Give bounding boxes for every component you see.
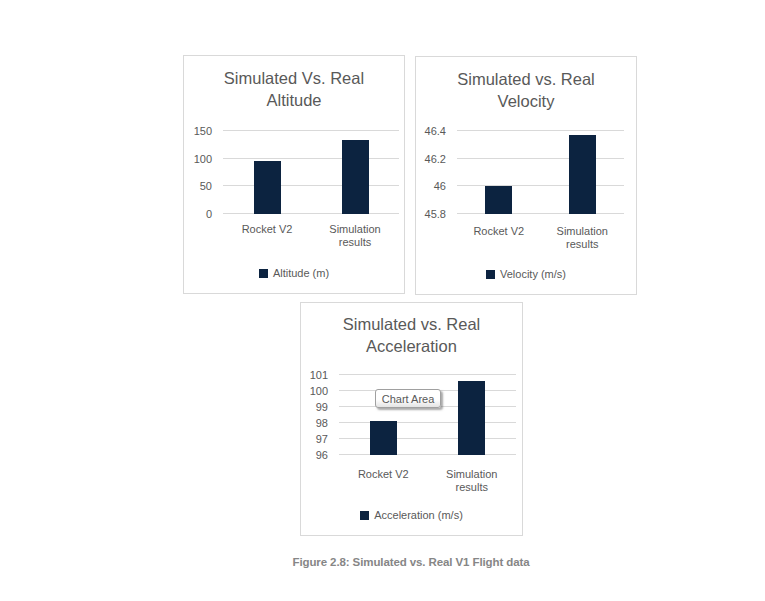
bar-rocket-v2[interactable] — [370, 421, 397, 455]
chart-legend: Altitude (m) — [184, 267, 404, 279]
chart-legend: Acceleration (m/s) — [301, 509, 522, 521]
y-axis-tick-label: 96 — [301, 449, 328, 461]
y-axis-tick-label: 50 — [184, 180, 212, 192]
y-axis-tick-label: 46 — [416, 180, 446, 192]
plot-area — [457, 131, 624, 214]
altitude-chart[interactable]: Simulated Vs. RealAltitude 0 50 100 150 Rocke… — [183, 55, 405, 294]
y-axis-tick-label: 46.4 — [416, 125, 446, 137]
gridline — [457, 213, 624, 214]
figure-caption: Figure 2.8: Simulated vs. Real V1 Flight… — [292, 556, 529, 568]
y-axis-tick-label: 0 — [184, 208, 212, 220]
x-axis-category-label: Rocket V2 — [347, 468, 419, 481]
gridline — [223, 158, 399, 159]
y-axis-tick-label: 99 — [301, 401, 328, 413]
bar-rocket-v2[interactable] — [254, 161, 281, 214]
chart-title: Simulated vs. RealAcceleration — [301, 313, 522, 357]
chart-legend: Velocity (m/s) — [416, 268, 636, 280]
gridline — [339, 422, 516, 423]
gridline — [223, 185, 399, 186]
legend-label: Acceleration (m/s) — [374, 509, 463, 521]
plot-area — [223, 131, 399, 214]
legend-swatch-icon — [360, 511, 369, 520]
bar-simulation-results[interactable] — [458, 381, 485, 455]
bar-simulation-results[interactable] — [569, 135, 596, 214]
gridline — [457, 185, 624, 186]
legend-label: Velocity (m/s) — [500, 268, 566, 280]
y-axis-tick-label: 97 — [301, 433, 328, 445]
x-axis-category-label: Rocket V2 — [231, 223, 303, 236]
y-axis-tick-label: 98 — [301, 417, 328, 429]
x-axis-category-label: Simulation results — [319, 223, 391, 249]
y-axis-tick-label: 100 — [184, 153, 212, 165]
chart-title: Simulated vs. RealVelocity — [416, 68, 636, 112]
y-axis-tick-label: 45.8 — [416, 208, 446, 220]
legend-swatch-icon — [259, 269, 268, 278]
document-page: Simulated Vs. RealAltitude 0 50 100 150 Rocke… — [0, 0, 765, 601]
gridline — [339, 454, 516, 455]
legend-label: Altitude (m) — [273, 267, 329, 279]
gridline — [339, 374, 516, 375]
gridline — [339, 438, 516, 439]
y-axis-tick-label: 46.2 — [416, 153, 446, 165]
gridline — [223, 130, 399, 131]
y-axis-tick-label: 150 — [184, 125, 212, 137]
gridline — [457, 158, 624, 159]
velocity-chart[interactable]: Simulated vs. RealVelocity 45.8 46 46.2 46.4… — [415, 56, 637, 295]
bar-simulation-results[interactable] — [342, 140, 369, 214]
chart-area-tooltip: Chart Area — [375, 389, 441, 408]
y-axis-tick-label: 101 — [301, 369, 328, 381]
x-axis-category-label: Simulation results — [436, 468, 508, 494]
y-axis-tick-label: 100 — [301, 385, 328, 397]
acceleration-chart[interactable]: Simulated vs. RealAcceleration 96 97 98 99 10… — [300, 302, 523, 536]
x-axis-category-label: Simulation results — [546, 225, 618, 251]
chart-title: Simulated Vs. RealAltitude — [184, 67, 404, 111]
bar-rocket-v2[interactable] — [485, 186, 512, 214]
plot-area — [339, 375, 516, 455]
x-axis-category-label: Rocket V2 — [463, 225, 535, 238]
gridline — [223, 213, 399, 214]
gridline — [457, 130, 624, 131]
tooltip-label: Chart Area — [382, 393, 435, 405]
legend-swatch-icon — [486, 270, 495, 279]
